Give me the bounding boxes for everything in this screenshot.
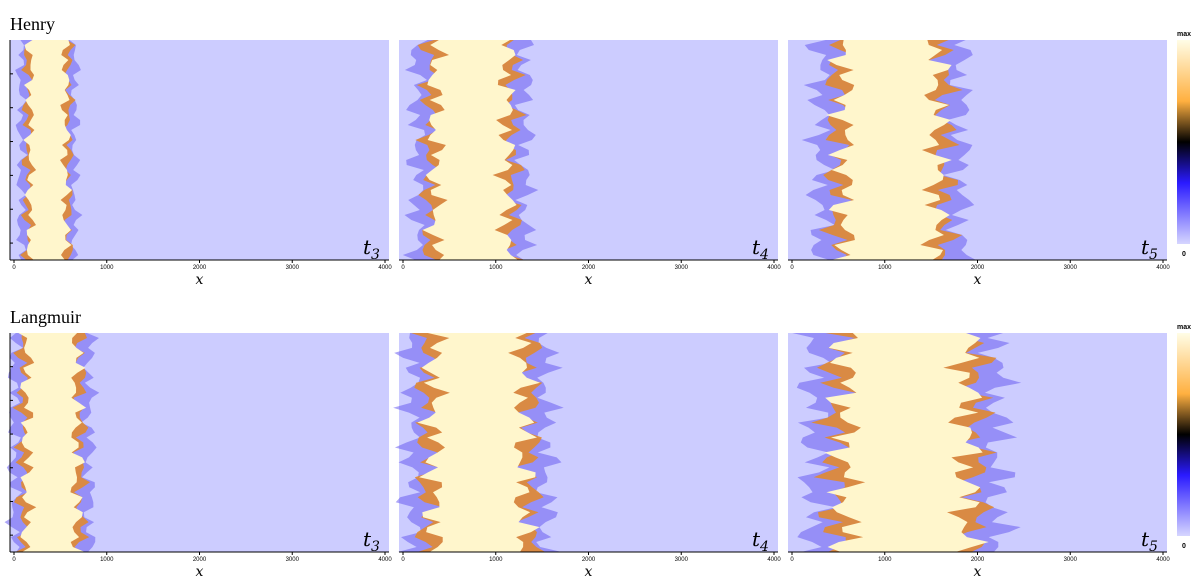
time-label: t4 <box>752 235 769 263</box>
front <box>422 40 518 260</box>
x-tick-label: 4000 <box>378 557 392 563</box>
x-tick-label: 1000 <box>100 557 114 563</box>
row-title: Henry <box>10 14 55 34</box>
x-tick-label: 4000 <box>767 557 781 563</box>
x-tick-label: 4000 <box>1156 265 1170 271</box>
x-tick-label: 4000 <box>1156 557 1170 563</box>
time-label: t3 <box>363 527 380 555</box>
colorbar-min: 0 <box>1182 543 1186 550</box>
time-symbol: t <box>1141 527 1150 551</box>
front <box>826 40 952 260</box>
colorbar-max: max <box>1177 31 1191 38</box>
x-tick-label: 1000 <box>489 557 503 563</box>
time-label: t3 <box>363 235 380 263</box>
x-tick-label: 2000 <box>193 557 207 563</box>
x-tick-label: 0 <box>12 265 16 271</box>
x-tick-label: 0 <box>790 265 794 271</box>
time-label: t5 <box>1141 527 1158 555</box>
front <box>417 333 541 552</box>
x-tick-label: 2000 <box>971 557 985 563</box>
x-tick-label: 4000 <box>378 265 392 271</box>
time-symbol: t <box>752 527 761 551</box>
time-subscript: 3 <box>371 539 380 555</box>
x-tick-label: 1000 <box>878 557 892 563</box>
front <box>18 333 87 552</box>
x-axis-label: x <box>585 564 593 580</box>
x-axis-label: x <box>585 272 593 288</box>
x-tick-label: 3000 <box>286 265 300 271</box>
time-symbol: t <box>363 527 372 551</box>
time-symbol: t <box>752 235 761 259</box>
x-tick-label: 4000 <box>767 265 781 271</box>
front <box>824 333 989 552</box>
x-tick-label: 3000 <box>675 265 689 271</box>
time-symbol: t <box>1141 235 1150 259</box>
row-title: Langmuir <box>10 307 81 327</box>
x-axis-label: x <box>196 272 204 288</box>
time-subscript: 5 <box>1149 247 1158 263</box>
x-axis-label: x <box>974 564 982 580</box>
x-tick-label: 3000 <box>675 557 689 563</box>
x-axis-label: x <box>196 564 204 580</box>
x-tick-label: 0 <box>12 557 16 563</box>
x-tick-label: 0 <box>790 557 794 563</box>
time-label: t5 <box>1141 235 1158 263</box>
x-tick-label: 3000 <box>1064 557 1078 563</box>
colorbar <box>1177 333 1190 536</box>
time-subscript: 4 <box>759 539 769 555</box>
x-axis-label: x <box>974 272 982 288</box>
time-subscript: 4 <box>759 247 769 263</box>
time-symbol: t <box>363 235 372 259</box>
x-tick-label: 0 <box>401 557 405 563</box>
x-tick-label: 1000 <box>878 265 892 271</box>
x-tick-label: 1000 <box>489 265 503 271</box>
colorbar <box>1177 40 1190 244</box>
x-tick-label: 3000 <box>286 557 300 563</box>
colorbar-max: max <box>1177 324 1191 331</box>
x-tick-label: 0 <box>401 265 405 271</box>
time-subscript: 5 <box>1149 539 1158 555</box>
x-tick-label: 3000 <box>1064 265 1078 271</box>
colorbar-min: 0 <box>1182 251 1186 258</box>
front <box>23 40 73 260</box>
x-tick-label: 2000 <box>582 557 596 563</box>
x-tick-label: 2000 <box>971 265 985 271</box>
time-label: t4 <box>752 527 769 555</box>
time-subscript: 3 <box>371 247 380 263</box>
x-tick-label: 2000 <box>193 265 207 271</box>
x-tick-label: 2000 <box>582 265 596 271</box>
x-tick-label: 1000 <box>100 265 114 271</box>
